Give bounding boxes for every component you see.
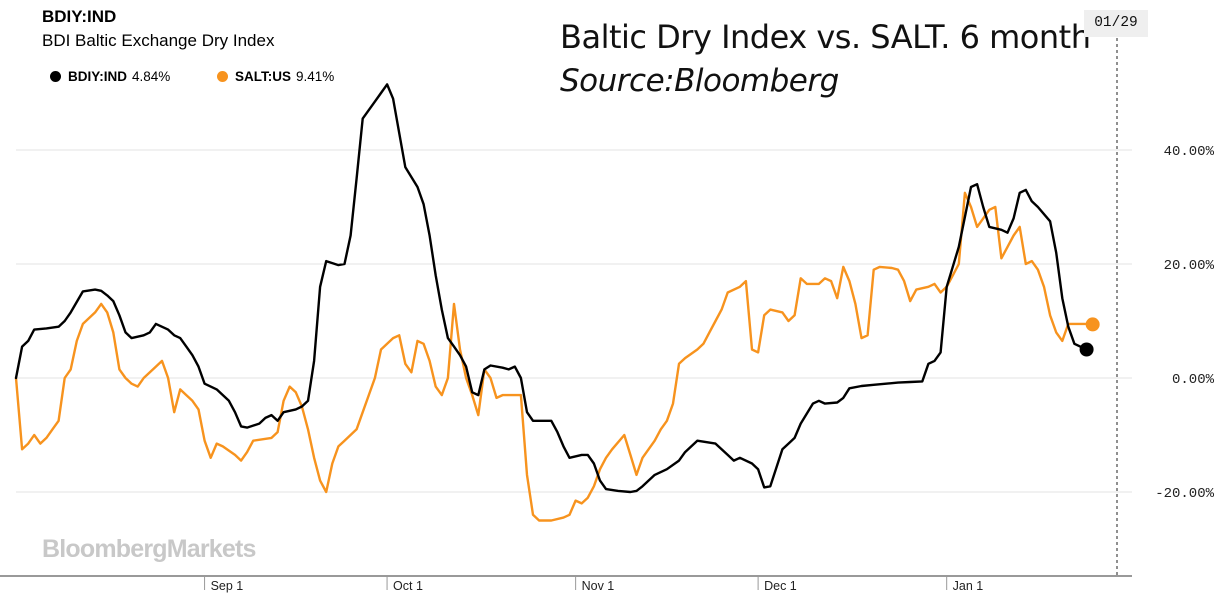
x-tick-label: Jan 1 xyxy=(953,579,984,593)
legend-name-bdiy: BDIY:IND xyxy=(68,69,127,84)
legend-value-bdiy: 4.84% xyxy=(132,69,171,84)
legend-item-salt[interactable]: SALT:US 9.41% xyxy=(217,69,334,84)
y-tick-label: 0.00% xyxy=(1172,372,1215,388)
overlay-title: Baltic Dry Index vs. SALT. 6 month xyxy=(560,18,1091,56)
legend-dot-bdiy xyxy=(50,71,61,82)
y-tick-label: 20.00% xyxy=(1164,258,1215,274)
series-line-salt xyxy=(14,191,1094,522)
legend-item-bdiy[interactable]: BDIY:IND 4.84% xyxy=(50,69,170,84)
legend-name-salt: SALT:US xyxy=(235,69,291,84)
x-tick-label: Dec 1 xyxy=(764,579,797,593)
x-tick-label: Oct 1 xyxy=(393,579,423,593)
series-endpoint-salt xyxy=(1085,317,1100,332)
chart-ticker: BDIY:IND xyxy=(42,7,117,26)
x-tick-label: Nov 1 xyxy=(582,579,615,593)
y-tick-label: 40.00% xyxy=(1164,144,1215,160)
legend-value-salt: 9.41% xyxy=(296,69,335,84)
bloomberg-watermark: BloombergMarkets xyxy=(42,535,256,563)
legend-dot-salt xyxy=(217,71,228,82)
x-tick-label: Sep 1 xyxy=(211,579,244,593)
series-endpoint-bdiy xyxy=(1079,342,1094,357)
series-line-bdiy xyxy=(14,83,1088,494)
overlay-source: Source:Bloomberg xyxy=(560,63,839,99)
cursor-date-label: 01/29 xyxy=(1084,10,1148,37)
y-tick-label: -20.00% xyxy=(1155,486,1214,502)
chart-instrument-name: BDI Baltic Exchange Dry Index xyxy=(42,31,275,50)
